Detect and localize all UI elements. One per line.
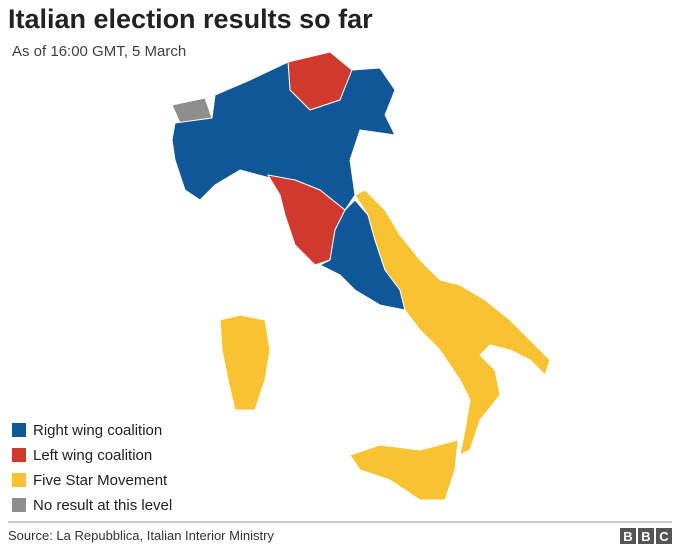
legend-swatch <box>12 448 26 462</box>
logo-letter: B <box>623 529 632 544</box>
title: Italian election results so far <box>8 4 373 34</box>
map <box>171 51 551 501</box>
logo-letter: C <box>659 529 669 544</box>
legend-swatch <box>12 473 26 487</box>
legend-label: Left wing coalition <box>33 447 152 464</box>
logo-box <box>656 528 672 544</box>
legend-swatch <box>12 423 26 437</box>
region-sicily <box>349 439 459 501</box>
legend: Right wing coalition Left wing coalition F… <box>12 422 172 514</box>
legend-swatch <box>12 498 26 512</box>
subtitle: As of 16:00 GMT, 5 March <box>12 43 186 60</box>
legend-label: Five Star Movement <box>33 472 168 489</box>
logo-letter: B <box>641 529 650 544</box>
legend-label: No result at this level <box>33 497 172 514</box>
legend-label: Right wing coalition <box>33 422 162 439</box>
source: Source: La Repubblica, Italian Interior … <box>8 528 274 543</box>
logo-box <box>638 528 654 544</box>
region-sardinia <box>219 314 271 411</box>
region-south <box>354 189 551 456</box>
logo-box <box>620 528 636 544</box>
region-north <box>171 61 396 211</box>
